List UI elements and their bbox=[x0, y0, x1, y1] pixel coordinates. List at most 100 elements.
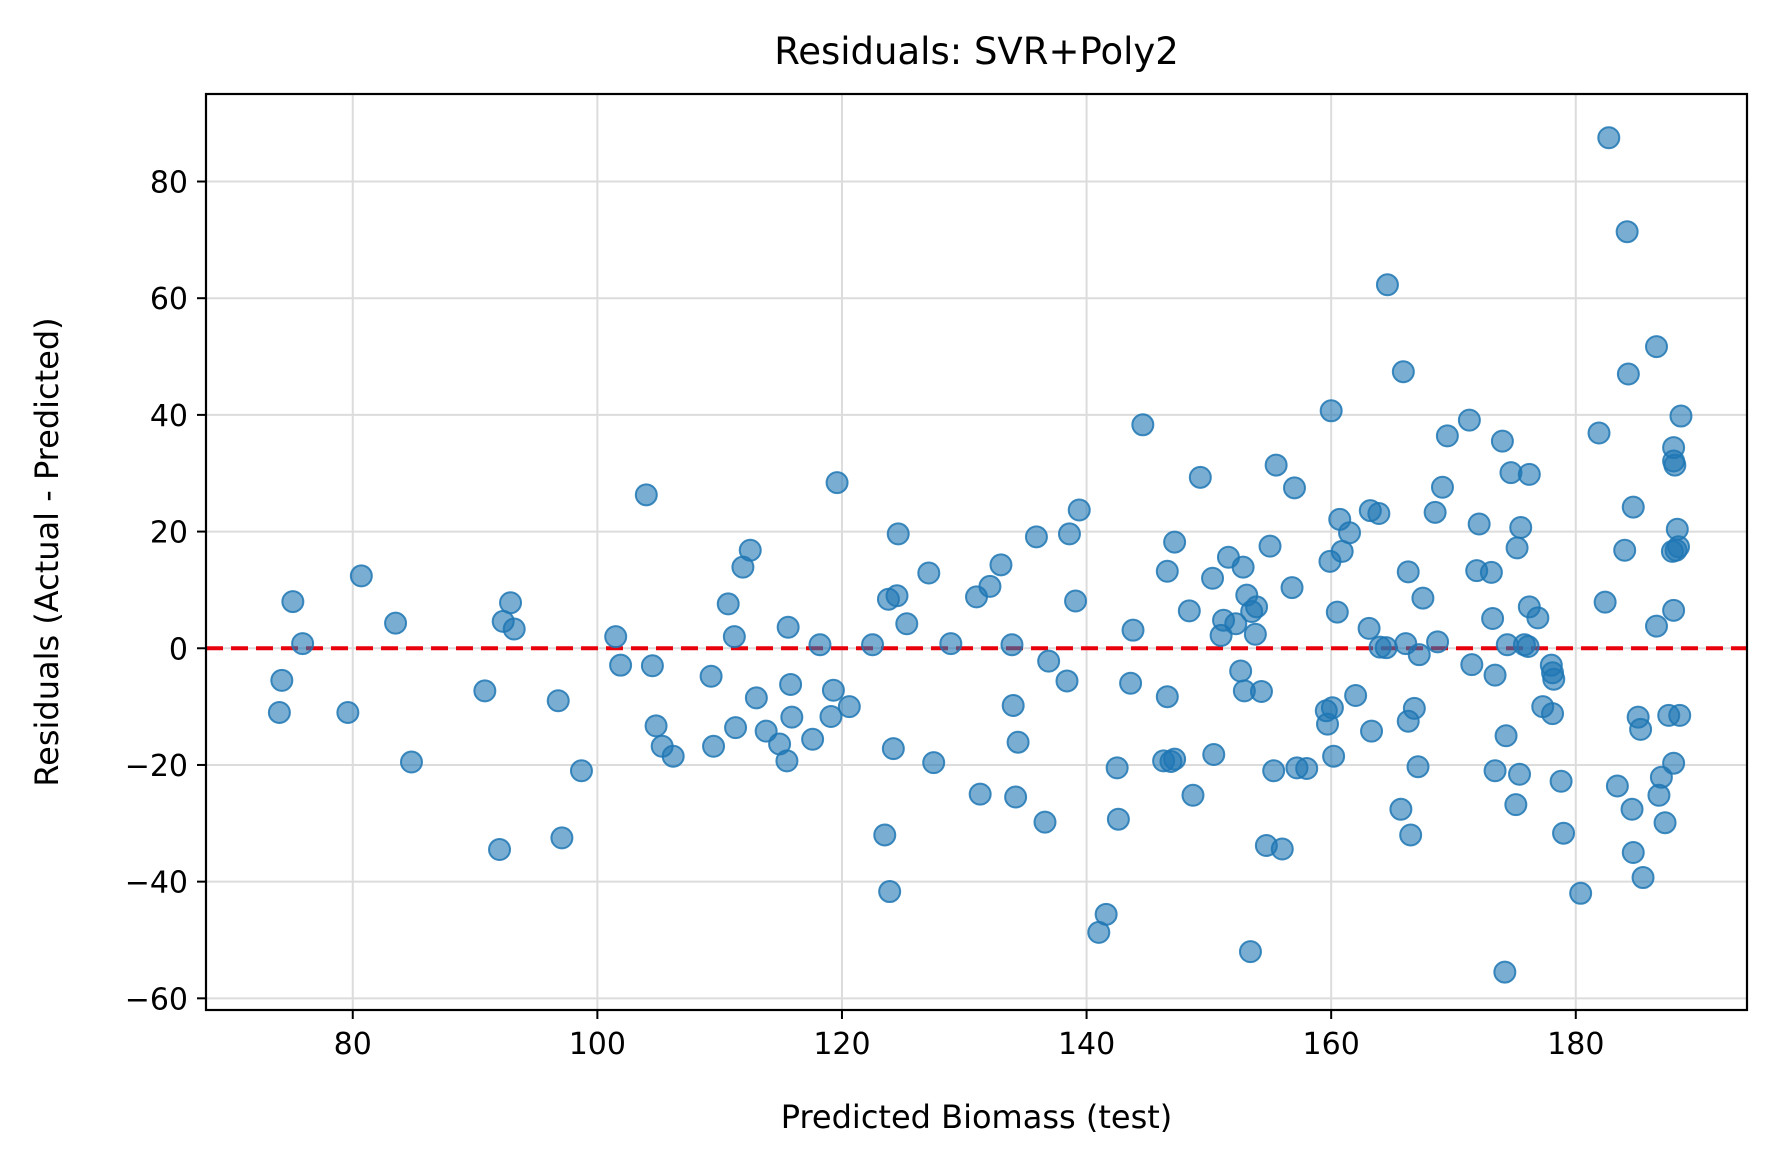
y-tick-label: −60 bbox=[125, 982, 188, 1017]
data-point bbox=[661, 744, 685, 768]
data-point bbox=[1593, 590, 1617, 614]
data-point bbox=[1616, 362, 1640, 386]
scatter-points bbox=[267, 126, 1693, 984]
data-point bbox=[775, 749, 799, 773]
data-point bbox=[1033, 810, 1057, 834]
y-tick-label: 40 bbox=[150, 399, 188, 434]
x-tick-label: 80 bbox=[334, 1027, 372, 1062]
data-point bbox=[1338, 521, 1362, 545]
data-point bbox=[1245, 595, 1269, 619]
data-point bbox=[1667, 535, 1691, 559]
data-point bbox=[1119, 671, 1143, 695]
data-point bbox=[1613, 538, 1637, 562]
data-point bbox=[1001, 693, 1025, 717]
data-point bbox=[1357, 616, 1381, 640]
data-point bbox=[1509, 515, 1533, 539]
data-point bbox=[1177, 599, 1201, 623]
data-point bbox=[1494, 724, 1518, 748]
data-point bbox=[1621, 840, 1645, 864]
data-point bbox=[1319, 399, 1343, 423]
data-point bbox=[1360, 719, 1384, 743]
data-point bbox=[1542, 667, 1566, 691]
axis-ticks: 80 100 120 140 160 180 −60 −40 −20 0 20 40 60 80 bbox=[125, 166, 1605, 1062]
data-point bbox=[1479, 560, 1503, 584]
data-point bbox=[281, 590, 305, 614]
data-point bbox=[1282, 476, 1306, 500]
data-point bbox=[1504, 793, 1528, 817]
data-point bbox=[1224, 612, 1248, 636]
data-point bbox=[779, 672, 803, 696]
data-point bbox=[1004, 785, 1028, 809]
data-point bbox=[1644, 614, 1668, 638]
data-point bbox=[1587, 421, 1611, 445]
data-point bbox=[702, 734, 726, 758]
data-point bbox=[1105, 756, 1129, 780]
data-point bbox=[1231, 555, 1255, 579]
data-point bbox=[609, 653, 633, 677]
data-point bbox=[1270, 837, 1294, 861]
data-point bbox=[502, 617, 526, 641]
data-point bbox=[1597, 126, 1621, 150]
data-point bbox=[885, 584, 909, 608]
data-point bbox=[1106, 807, 1130, 831]
x-tick-label: 100 bbox=[569, 1027, 626, 1062]
data-point bbox=[550, 826, 574, 850]
data-point bbox=[878, 880, 902, 904]
data-point bbox=[821, 678, 845, 702]
x-tick-label: 160 bbox=[1303, 1027, 1360, 1062]
data-point bbox=[1094, 902, 1118, 926]
y-tick-label: −20 bbox=[125, 749, 188, 784]
data-point bbox=[399, 750, 423, 774]
data-point bbox=[1229, 659, 1253, 683]
data-point bbox=[1188, 465, 1212, 489]
data-point bbox=[808, 633, 832, 657]
data-point bbox=[1264, 453, 1288, 477]
data-point bbox=[837, 695, 861, 719]
data-point bbox=[473, 679, 497, 703]
data-point bbox=[939, 632, 963, 656]
data-point bbox=[716, 592, 740, 616]
y-tick-label: 0 bbox=[169, 632, 188, 667]
x-tick-label: 140 bbox=[1058, 1027, 1115, 1062]
data-point bbox=[978, 574, 1002, 598]
data-point bbox=[1605, 774, 1629, 798]
data-point bbox=[1653, 811, 1677, 835]
data-point bbox=[1460, 653, 1484, 677]
y-tick-label: 60 bbox=[150, 282, 188, 317]
data-point bbox=[291, 632, 315, 656]
y-tick-label: 80 bbox=[150, 166, 188, 201]
data-point bbox=[819, 705, 843, 729]
data-point bbox=[1467, 512, 1491, 536]
data-point bbox=[1406, 755, 1430, 779]
data-point bbox=[1201, 566, 1225, 590]
data-point bbox=[825, 471, 849, 495]
data-point bbox=[1490, 429, 1514, 453]
data-point bbox=[1163, 530, 1187, 554]
data-point bbox=[1131, 413, 1155, 437]
data-point bbox=[1243, 622, 1267, 646]
data-point bbox=[634, 483, 658, 507]
data-point bbox=[569, 759, 593, 783]
data-point bbox=[1526, 606, 1550, 630]
y-axis-label: Residuals (Actual - Predicted) bbox=[28, 317, 66, 786]
data-point bbox=[1055, 669, 1079, 693]
data-point bbox=[776, 615, 800, 639]
data-point bbox=[1344, 684, 1368, 708]
data-point bbox=[1457, 408, 1481, 432]
data-point bbox=[546, 689, 570, 713]
data-point bbox=[1024, 525, 1048, 549]
data-point bbox=[1202, 742, 1226, 766]
data-point bbox=[1426, 630, 1450, 654]
data-point bbox=[1389, 797, 1413, 821]
data-point bbox=[488, 838, 512, 862]
data-point bbox=[917, 561, 941, 585]
data-point bbox=[1375, 273, 1399, 297]
data-point bbox=[1399, 823, 1423, 847]
data-point bbox=[1669, 404, 1693, 428]
data-point bbox=[1163, 747, 1187, 771]
data-point bbox=[1644, 335, 1668, 359]
data-point bbox=[1483, 759, 1507, 783]
x-axis-label: Predicted Biomass (test) bbox=[781, 1098, 1173, 1136]
data-point bbox=[1258, 534, 1282, 558]
